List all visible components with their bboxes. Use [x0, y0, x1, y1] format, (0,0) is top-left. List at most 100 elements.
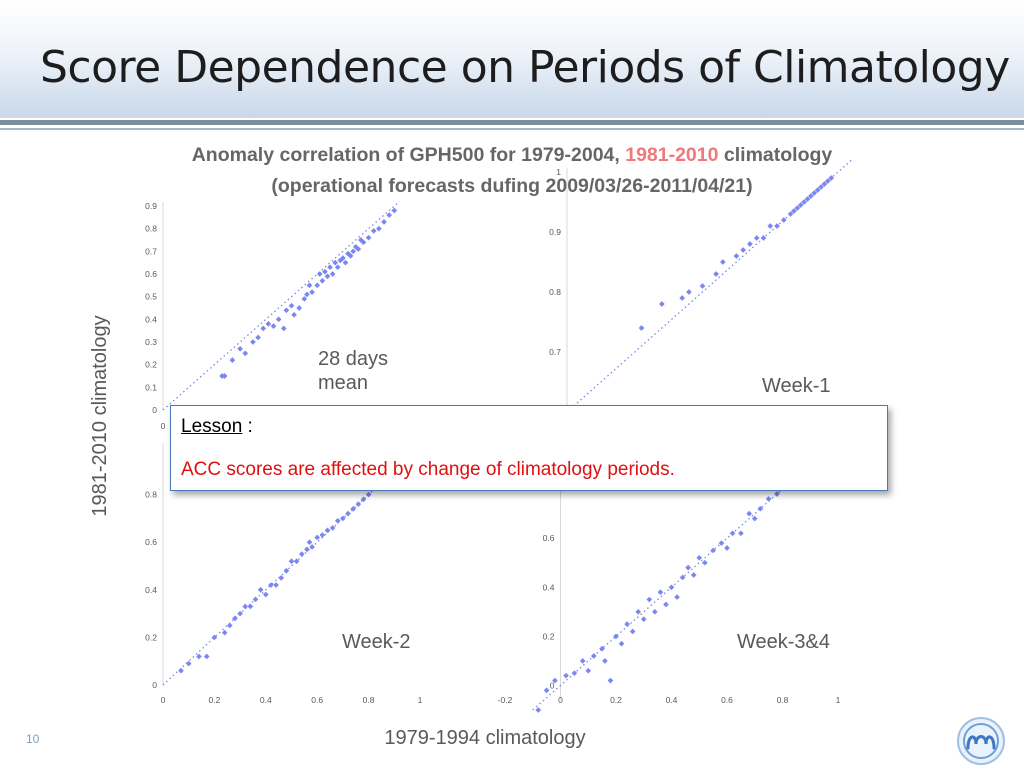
chart-1-ytick-label: 0.3 — [145, 337, 157, 347]
chart-3-xtick-label: 0.8 — [363, 695, 375, 705]
subtitle-line-1: Anomaly correlation of GPH500 for 1979-2… — [20, 144, 1004, 167]
chart-4-point — [738, 530, 744, 537]
chart-1-point — [242, 350, 249, 357]
chart-1-point — [270, 323, 277, 329]
chart-3-ytick-label: 0 — [152, 680, 157, 690]
jma-logo-icon — [957, 717, 1005, 765]
chart-1-ytick-label: 0.1 — [145, 382, 157, 392]
chart-4-point — [563, 672, 569, 679]
chart-4-point — [718, 540, 725, 546]
chart-4-point — [729, 530, 736, 537]
chart-1-point — [391, 207, 398, 214]
chart-1-ytick-label: 0.6 — [145, 269, 157, 279]
chart-1-point — [319, 277, 326, 284]
chart-1-point — [314, 282, 321, 289]
title-band — [0, 0, 1024, 118]
chart-2-point — [804, 196, 811, 202]
chart-4-point — [652, 608, 658, 615]
chart-3-point — [355, 501, 362, 507]
chart-3-point — [293, 558, 300, 565]
x-axis-title: 1979-1994 climatology — [384, 727, 585, 749]
chart-1-trendline — [162, 200, 400, 411]
chart-3-ytick-label: 0.6 — [145, 537, 157, 547]
chart-4-point — [657, 589, 664, 596]
chart-3-point — [185, 660, 192, 667]
slide-title: Score Dependence on Periods of Climatolo… — [40, 42, 1010, 93]
chart-4-point — [571, 670, 578, 677]
divider-top — [0, 120, 1024, 125]
chart-3-xtick-label: 0 — [161, 695, 166, 705]
chart-1-point — [229, 357, 236, 363]
chart-4-xtick-label: 0.2 — [610, 695, 622, 705]
chart-4-trendline — [532, 434, 844, 711]
chart-4-point — [774, 491, 780, 497]
chart-4-ytick-label: 0.2 — [543, 631, 555, 641]
chart-4-point — [646, 596, 653, 603]
chart-2-point — [794, 205, 801, 211]
lesson-text: ACC scores are affected by change of cli… — [181, 459, 675, 480]
chart-1-point — [350, 248, 357, 255]
chart-1-point — [334, 264, 341, 271]
chart-1-point — [250, 339, 256, 345]
chart-1-ytick-label: 0.7 — [145, 246, 157, 256]
chart-3-xtick-label: 1 — [418, 695, 423, 705]
chart-1-point — [340, 255, 346, 261]
chart-2-point — [719, 259, 726, 265]
lesson-heading: Lesson — [181, 416, 243, 437]
chart-3-point — [252, 596, 259, 603]
chart-4-point — [618, 640, 625, 647]
lesson-callout: Lesson : ACC scores are affected by chan… — [170, 405, 888, 491]
chart-2-point — [740, 247, 746, 253]
subtitle-line-2: (operational forecasts dufing 2009/03/26… — [271, 175, 753, 197]
chart-3-point — [226, 622, 233, 629]
chart-1-xtick-label: 0 — [161, 421, 166, 431]
chart-3-point — [360, 496, 367, 503]
chart-4-point — [746, 510, 753, 517]
chart-3-point — [288, 558, 295, 565]
chart-3-point — [211, 634, 218, 641]
chart-3-point — [262, 591, 269, 598]
chart-2-point — [679, 295, 686, 301]
chart-2-ytick-label: 0.9 — [549, 227, 561, 237]
chart-2-point — [733, 253, 740, 259]
chart-4-ytick-label: 0 — [550, 680, 555, 690]
chart-1-point — [370, 228, 377, 234]
chart-4-point — [635, 608, 642, 615]
divider-bottom — [0, 128, 1024, 130]
chart-4-xtick-label: 0.8 — [777, 695, 789, 705]
chart-4-point — [710, 547, 716, 554]
chart-4-point — [765, 496, 772, 502]
chart-2-point — [774, 223, 780, 229]
chart-3-point — [278, 575, 285, 581]
chart-4-point — [679, 574, 686, 581]
chart-4-ytick-label: 0.6 — [543, 533, 555, 543]
chart-3-point — [242, 603, 249, 610]
chart-2-ytick-label: 0.8 — [549, 287, 561, 297]
chart-4-point — [685, 564, 691, 571]
chart-1-ytick-label: 0.2 — [145, 360, 157, 370]
chart-1-point — [275, 316, 282, 323]
chart-3-point — [319, 532, 326, 538]
chart-1-point — [265, 321, 272, 327]
chart-3-point — [306, 539, 313, 546]
chart-2-point — [767, 223, 774, 229]
chart-4-point — [690, 572, 697, 578]
chart-3-point — [324, 527, 331, 534]
chart-3-point — [221, 629, 228, 636]
chart-3-point — [178, 667, 184, 674]
chart-4-point — [543, 687, 550, 694]
chart-3-point — [298, 551, 305, 557]
chart-1-point — [288, 302, 295, 309]
chart-1-panel-label: mean — [318, 372, 368, 394]
chart-4-xtick-label: 0 — [558, 695, 563, 705]
chart-1-ytick-label: 0.8 — [145, 224, 157, 234]
chart-4-point — [724, 545, 730, 551]
chart-3-point — [350, 506, 357, 512]
chart-2-point — [747, 241, 753, 247]
chart-1-ytick-label: 0.9 — [145, 201, 157, 211]
chart-1-point — [316, 271, 323, 277]
chart-1-point — [360, 239, 367, 246]
chart-4-point — [599, 645, 605, 652]
chart-1-point — [221, 373, 228, 379]
chart-2-point — [825, 178, 831, 184]
